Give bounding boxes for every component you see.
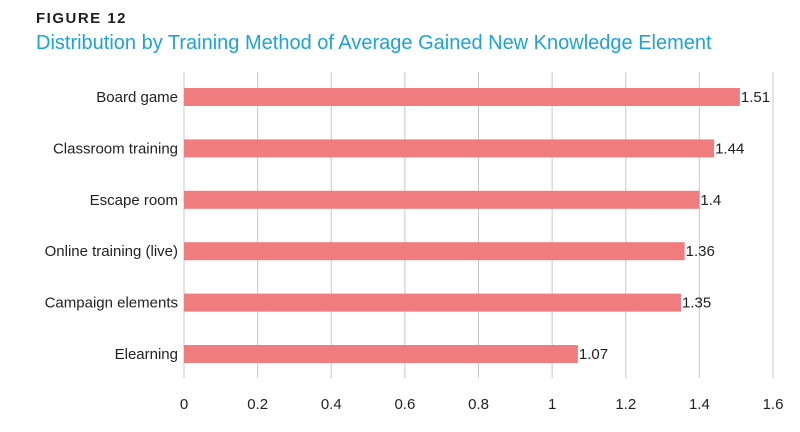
bar [184, 293, 681, 312]
chart-title: Distribution by Training Method of Avera… [36, 32, 712, 54]
value-label: 1.07 [579, 346, 608, 363]
x-tick-label: 1.6 [763, 396, 784, 413]
bar [184, 88, 740, 106]
category-label: Elearning [115, 346, 178, 363]
x-tick-label: 1 [548, 396, 556, 413]
value-label: 1.4 [700, 192, 721, 209]
value-label: 1.51 [741, 89, 770, 106]
category-label: Escape room [90, 192, 178, 209]
bar [184, 345, 578, 363]
labels: 0 0.2 0.4 0.6 0.8 1 1.2 1.4 1.6 Board game 1.51 Cla… [45, 89, 784, 413]
bar [184, 190, 700, 209]
category-label: Board game [96, 89, 178, 106]
value-label: 1.36 [686, 243, 715, 260]
x-tick-label: 0.8 [468, 396, 489, 413]
x-tick-label: 1.4 [689, 396, 710, 413]
category-label: Campaign elements [45, 295, 178, 312]
figure-label: FIGURE 12 [36, 10, 128, 27]
value-label: 1.35 [682, 295, 711, 312]
category-label: Classroom training [53, 140, 178, 157]
x-tick-label: 0.2 [247, 396, 268, 413]
x-tick-label: 0.4 [321, 396, 342, 413]
value-label: 1.44 [715, 140, 744, 157]
x-tick-label: 0 [180, 396, 188, 413]
gridlines [183, 72, 774, 378]
bar [184, 139, 715, 158]
x-tick-label: 0.6 [394, 396, 415, 413]
bars [184, 88, 740, 363]
category-label: Online training (live) [45, 243, 178, 260]
x-tick-label: 1.2 [615, 396, 636, 413]
bar [184, 242, 685, 261]
